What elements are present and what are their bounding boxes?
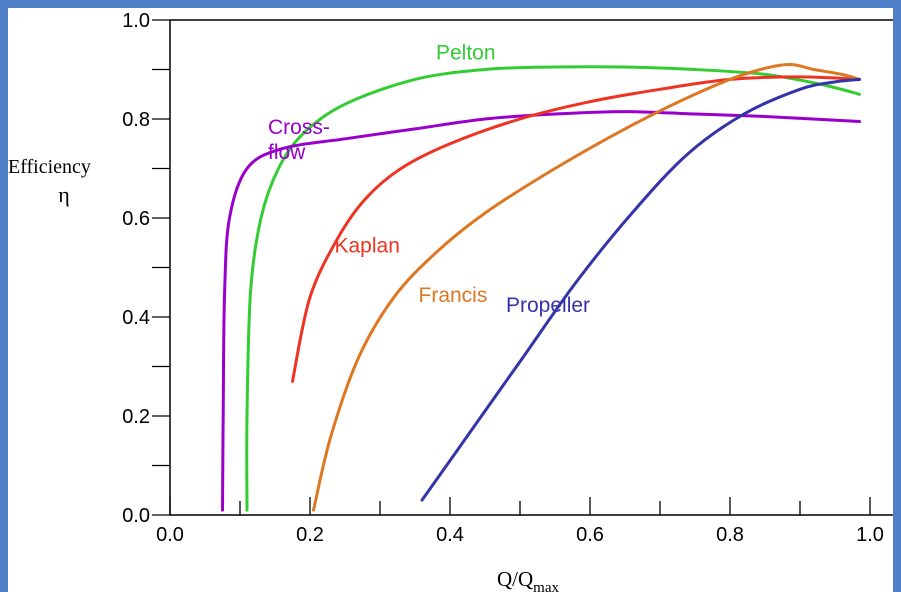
y-tick-label: 0.6	[122, 208, 150, 230]
x-tick-label: 0.4	[436, 524, 464, 546]
series-line-kaplan	[291, 75, 861, 383]
x-tick-label: 0.0	[156, 524, 184, 546]
y-axis-symbol: η	[58, 182, 70, 207]
x-tick-label: 0.2	[296, 524, 324, 546]
y-tick-label: 0.4	[122, 307, 150, 329]
y-tick-label: 0.0	[122, 505, 150, 527]
chart-frame: 0.0 0.2 0.4 0.6 0.8 1.0 0.0 0.2 0.4 0.6 0.8 1.0 Pel…	[8, 8, 893, 592]
series-label-propeller: Propeller	[506, 294, 590, 317]
series-line-pelton	[245, 65, 861, 512]
series-line-crossflow	[221, 110, 861, 512]
y-axis-title: Efficiency	[8, 156, 91, 178]
y-tick-label: 0.8	[122, 109, 150, 131]
y-tick-label: 0.2	[122, 406, 150, 428]
series-label-pelton: Pelton	[436, 42, 496, 65]
x-tick-label: 0.6	[576, 524, 604, 546]
series-labels: Pelton Cross-flow Kaplan Francis Propeller	[268, 42, 590, 317]
efficiency-chart: 0.0 0.2 0.4 0.6 0.8 1.0 0.0 0.2 0.4 0.6 0.8 1.0 Pel…	[8, 10, 893, 592]
x-tick-label: 1.0	[856, 524, 884, 546]
x-axis-title-subscript: max	[533, 580, 559, 592]
series-label-francis: Francis	[419, 284, 488, 307]
x-axis-title-main: Q/Q	[497, 567, 533, 591]
x-axis-title: Q/Qmax	[497, 567, 559, 592]
x-tick-label: 0.8	[716, 524, 744, 546]
y-tick-label: 1.0	[122, 10, 150, 32]
series-layer	[221, 62, 861, 512]
series-label-kaplan: Kaplan	[335, 235, 400, 258]
series-line-francis	[312, 62, 861, 512]
axis-ticks: 0.0 0.2 0.4 0.6 0.8 1.0 0.0 0.2 0.4 0.6 0.8 1.0	[122, 10, 884, 546]
series-line-propeller	[420, 77, 861, 502]
series-label-crossflow: Cross-flow	[268, 116, 330, 164]
